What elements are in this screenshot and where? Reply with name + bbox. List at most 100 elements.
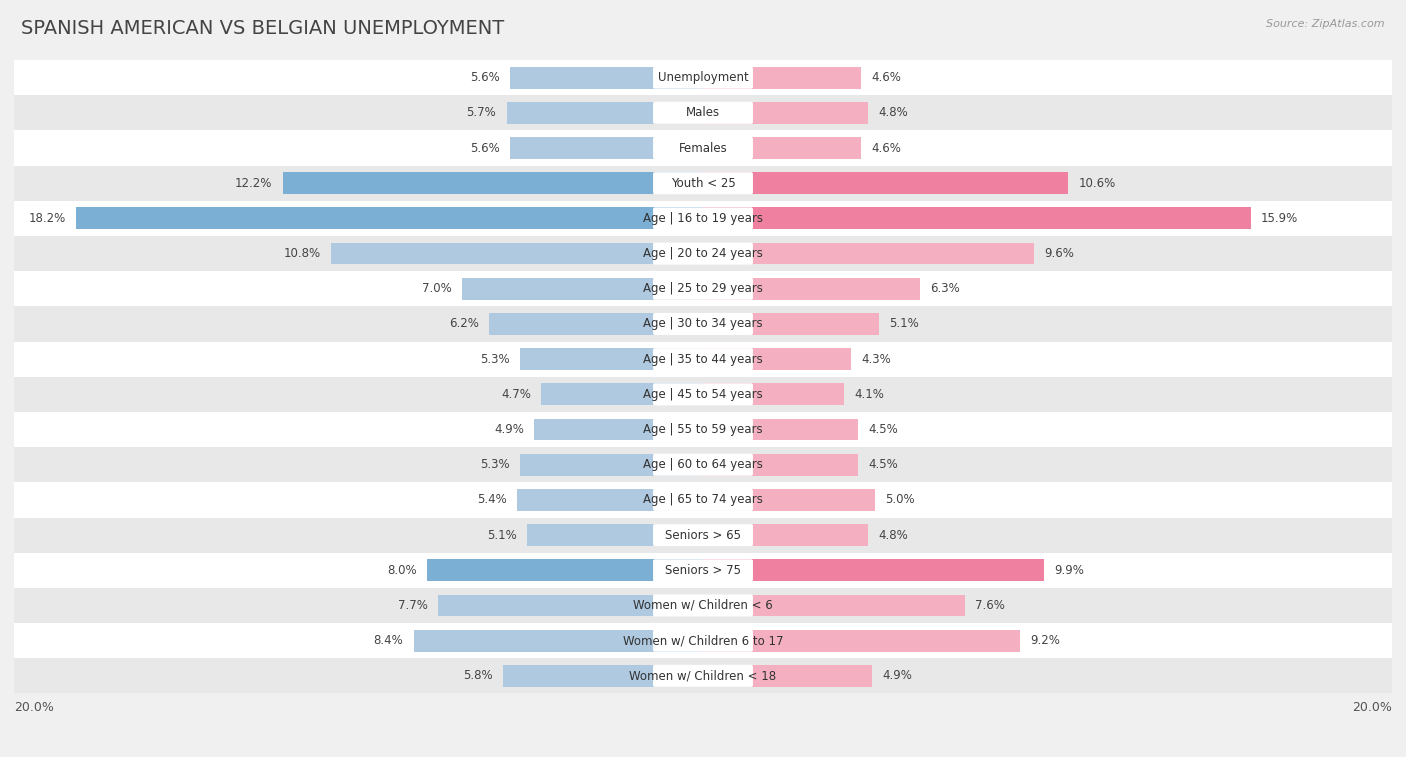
Bar [14,130,1392,166]
Text: 5.7%: 5.7% [467,106,496,120]
Text: 10.8%: 10.8% [284,247,321,260]
FancyBboxPatch shape [652,383,754,405]
Bar [14,623,1392,659]
Text: 4.9%: 4.9% [494,423,524,436]
Text: 4.9%: 4.9% [882,669,912,682]
Bar [703,419,858,441]
Text: 5.1%: 5.1% [488,528,517,541]
Bar [14,553,1392,588]
Text: 4.8%: 4.8% [879,106,908,120]
Text: 4.1%: 4.1% [855,388,884,401]
FancyBboxPatch shape [652,665,754,687]
Bar [703,594,965,616]
Bar [703,243,1033,264]
Bar [330,243,703,264]
Text: 9.2%: 9.2% [1031,634,1060,647]
Bar [76,207,703,229]
Bar [427,559,703,581]
Text: 18.2%: 18.2% [28,212,66,225]
Text: 5.6%: 5.6% [470,71,499,84]
Bar [14,447,1392,482]
Text: Age | 20 to 24 years: Age | 20 to 24 years [643,247,763,260]
Bar [14,377,1392,412]
Text: Age | 30 to 34 years: Age | 30 to 34 years [643,317,763,331]
FancyBboxPatch shape [652,559,754,581]
Text: 4.7%: 4.7% [501,388,531,401]
Bar [14,95,1392,130]
Text: 20.0%: 20.0% [14,701,53,714]
Text: 20.0%: 20.0% [1353,701,1392,714]
FancyBboxPatch shape [652,594,754,616]
Bar [14,271,1392,307]
Bar [437,594,703,616]
Text: 5.0%: 5.0% [886,494,915,506]
Bar [14,588,1392,623]
Text: 6.2%: 6.2% [450,317,479,331]
Bar [527,524,703,546]
FancyBboxPatch shape [652,524,754,546]
Bar [703,67,862,89]
Text: 9.9%: 9.9% [1054,564,1084,577]
Text: 8.0%: 8.0% [388,564,418,577]
Text: 4.6%: 4.6% [872,71,901,84]
FancyBboxPatch shape [652,278,754,300]
Bar [14,201,1392,236]
FancyBboxPatch shape [652,453,754,475]
FancyBboxPatch shape [652,348,754,370]
Bar [14,659,1392,693]
Text: 5.3%: 5.3% [481,458,510,471]
FancyBboxPatch shape [652,489,754,511]
Text: 5.6%: 5.6% [470,142,499,154]
Bar [534,419,703,441]
Text: Women w/ Children 6 to 17: Women w/ Children 6 to 17 [623,634,783,647]
Bar [14,518,1392,553]
Bar [517,489,703,511]
FancyBboxPatch shape [652,207,754,229]
Text: 6.3%: 6.3% [931,282,960,295]
Text: Youth < 25: Youth < 25 [671,176,735,190]
Text: Age | 35 to 44 years: Age | 35 to 44 years [643,353,763,366]
Text: 5.8%: 5.8% [463,669,494,682]
Bar [14,60,1392,95]
Text: Age | 25 to 29 years: Age | 25 to 29 years [643,282,763,295]
Text: 7.0%: 7.0% [422,282,451,295]
Bar [14,482,1392,518]
Bar [503,665,703,687]
Bar [14,412,1392,447]
Text: 8.4%: 8.4% [374,634,404,647]
FancyBboxPatch shape [652,313,754,335]
Bar [703,207,1251,229]
Text: 12.2%: 12.2% [235,176,273,190]
Bar [703,313,879,335]
Bar [520,348,703,370]
Text: 9.6%: 9.6% [1045,247,1074,260]
Text: 7.7%: 7.7% [398,599,427,612]
Text: Females: Females [679,142,727,154]
Bar [489,313,703,335]
Text: Unemployment: Unemployment [658,71,748,84]
Bar [703,348,851,370]
Text: 4.3%: 4.3% [862,353,891,366]
Text: 5.1%: 5.1% [889,317,918,331]
Bar [703,665,872,687]
Text: Age | 16 to 19 years: Age | 16 to 19 years [643,212,763,225]
Bar [703,102,869,123]
Legend: Spanish American, Belgian: Spanish American, Belgian [595,754,811,757]
Text: Males: Males [686,106,720,120]
Text: Source: ZipAtlas.com: Source: ZipAtlas.com [1267,19,1385,29]
Bar [703,453,858,475]
Text: 15.9%: 15.9% [1261,212,1298,225]
Text: Age | 45 to 54 years: Age | 45 to 54 years [643,388,763,401]
Text: 7.6%: 7.6% [976,599,1005,612]
Bar [283,173,703,194]
Text: Women w/ Children < 18: Women w/ Children < 18 [630,669,776,682]
FancyBboxPatch shape [652,67,754,89]
Bar [703,137,862,159]
Text: SPANISH AMERICAN VS BELGIAN UNEMPLOYMENT: SPANISH AMERICAN VS BELGIAN UNEMPLOYMENT [21,19,505,38]
Text: 4.6%: 4.6% [872,142,901,154]
Bar [14,166,1392,201]
Text: 4.8%: 4.8% [879,528,908,541]
Bar [703,384,844,405]
Text: 5.4%: 5.4% [477,494,506,506]
FancyBboxPatch shape [652,172,754,195]
